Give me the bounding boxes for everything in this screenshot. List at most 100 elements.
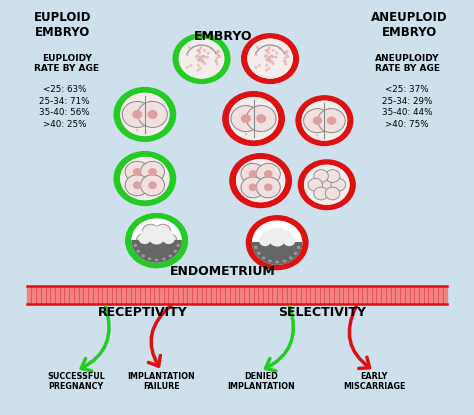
Circle shape	[316, 117, 318, 119]
Circle shape	[336, 111, 337, 112]
Circle shape	[197, 69, 199, 71]
Circle shape	[237, 160, 284, 202]
Circle shape	[313, 117, 321, 124]
Circle shape	[246, 216, 308, 269]
Circle shape	[147, 122, 149, 124]
Circle shape	[156, 120, 158, 122]
Circle shape	[155, 227, 165, 236]
Text: ENDOMETRIUM: ENDOMETRIUM	[170, 266, 276, 278]
Circle shape	[264, 184, 272, 190]
Circle shape	[249, 184, 256, 190]
Circle shape	[289, 256, 293, 260]
Circle shape	[269, 56, 270, 58]
Circle shape	[188, 47, 190, 48]
Circle shape	[324, 120, 325, 122]
Circle shape	[149, 111, 151, 112]
Circle shape	[137, 122, 138, 124]
Circle shape	[245, 115, 246, 117]
Circle shape	[254, 246, 258, 249]
Circle shape	[155, 243, 171, 257]
Circle shape	[284, 57, 286, 59]
Circle shape	[149, 168, 156, 175]
Circle shape	[218, 55, 219, 56]
Circle shape	[268, 229, 279, 238]
Text: EMBRYO: EMBRYO	[193, 30, 252, 44]
Circle shape	[327, 128, 328, 129]
Circle shape	[144, 114, 146, 115]
Circle shape	[162, 257, 166, 261]
Circle shape	[219, 56, 220, 57]
Text: SELECTIVITY: SELECTIVITY	[278, 306, 366, 319]
Circle shape	[333, 120, 335, 121]
Circle shape	[134, 124, 136, 125]
Circle shape	[204, 50, 205, 51]
Circle shape	[148, 227, 159, 236]
Circle shape	[248, 118, 250, 119]
Circle shape	[268, 68, 270, 69]
Circle shape	[229, 98, 277, 139]
Text: SUCCESSFUL
PREGNANCY: SUCCESSFUL PREGNANCY	[47, 372, 105, 391]
Circle shape	[314, 170, 328, 183]
Circle shape	[199, 56, 201, 58]
Circle shape	[299, 160, 355, 210]
Circle shape	[317, 126, 318, 127]
Circle shape	[202, 55, 204, 56]
Circle shape	[133, 220, 181, 261]
Circle shape	[199, 49, 201, 51]
Circle shape	[139, 114, 141, 115]
Text: <25: 37%
25-34: 29%
35-40: 44%
>40: 75%: <25: 37% 25-34: 29% 35-40: 44% >40: 75%	[382, 85, 432, 129]
FancyArrowPatch shape	[349, 306, 370, 369]
Circle shape	[282, 259, 287, 263]
Circle shape	[271, 56, 273, 57]
Circle shape	[201, 59, 202, 61]
Circle shape	[276, 52, 278, 54]
Circle shape	[248, 39, 292, 78]
Circle shape	[284, 53, 286, 54]
Circle shape	[328, 108, 330, 110]
Circle shape	[180, 39, 224, 78]
Circle shape	[145, 112, 146, 114]
Circle shape	[317, 134, 318, 136]
Polygon shape	[253, 243, 302, 264]
Text: <25: 63%
25-34: 71%
35-40: 56%
>40: 25%: <25: 63% 25-34: 71% 35-40: 56% >40: 25%	[39, 85, 90, 129]
Circle shape	[296, 246, 301, 249]
Circle shape	[137, 129, 138, 131]
Circle shape	[202, 56, 204, 57]
Circle shape	[258, 65, 260, 66]
Circle shape	[268, 58, 270, 60]
Circle shape	[328, 117, 330, 119]
Circle shape	[163, 234, 174, 244]
Circle shape	[217, 51, 219, 53]
Circle shape	[314, 129, 316, 130]
Circle shape	[325, 170, 340, 183]
Circle shape	[121, 158, 169, 200]
Circle shape	[149, 182, 156, 188]
Circle shape	[258, 105, 259, 107]
Circle shape	[265, 124, 267, 126]
Text: EUPLOID
EMBRYO: EUPLOID EMBRYO	[33, 11, 91, 39]
Circle shape	[335, 126, 337, 127]
Circle shape	[268, 56, 270, 58]
Circle shape	[246, 105, 276, 132]
Circle shape	[255, 54, 257, 56]
Circle shape	[256, 127, 258, 128]
Circle shape	[134, 182, 141, 188]
Circle shape	[155, 258, 159, 262]
Circle shape	[149, 117, 151, 118]
Circle shape	[155, 224, 171, 238]
Circle shape	[264, 56, 266, 57]
Circle shape	[245, 134, 246, 135]
Circle shape	[331, 178, 346, 191]
Circle shape	[264, 171, 272, 177]
FancyArrowPatch shape	[81, 307, 109, 371]
Circle shape	[215, 60, 217, 62]
Circle shape	[323, 124, 324, 126]
Circle shape	[267, 49, 269, 51]
Circle shape	[325, 187, 340, 200]
Circle shape	[143, 119, 145, 120]
Circle shape	[231, 105, 261, 132]
Circle shape	[229, 98, 277, 139]
Circle shape	[141, 115, 143, 116]
FancyArrowPatch shape	[148, 305, 171, 366]
Circle shape	[268, 47, 270, 49]
